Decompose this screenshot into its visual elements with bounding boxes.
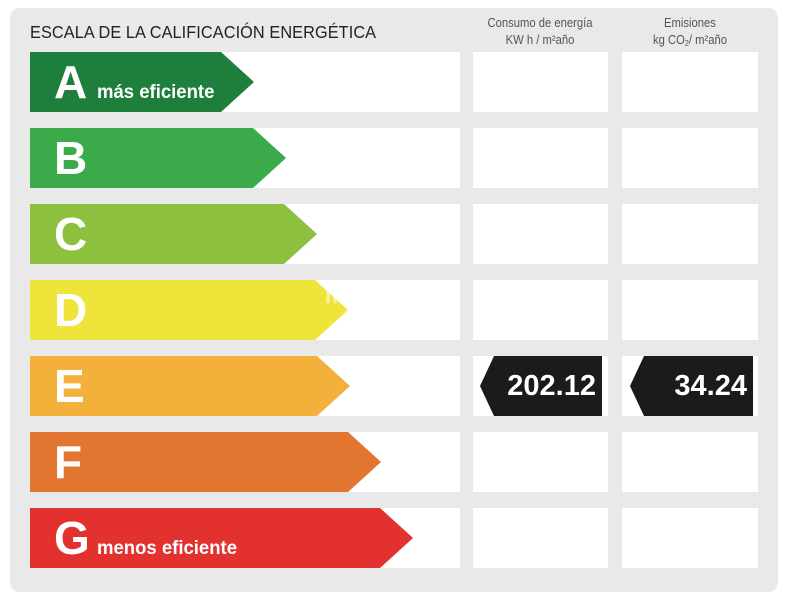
rating-letter: B: [54, 132, 88, 184]
rating-arrow-d: D: [30, 280, 348, 340]
rating-row-e: E 202.12 34.24: [0, 356, 785, 416]
consumo-cell: [473, 432, 608, 492]
rating-arrow-g: G menos eficiente: [30, 508, 413, 568]
rating-arrow-c: C: [30, 204, 317, 264]
consumo-column-header: Consumo de energía KW h / m²año: [477, 15, 603, 49]
rating-arrow-e: E: [30, 356, 350, 416]
rating-row-f: F: [0, 432, 785, 492]
consumo-header-unit: KW h / m²año: [505, 33, 575, 47]
page-title: ESCALA DE LA CALIFICACIÓN ENERGÉTICA: [30, 22, 377, 42]
rating-row-d: D: [0, 280, 785, 340]
rating-arrow-b: B: [30, 128, 286, 188]
rating-arrow-f: F: [30, 432, 381, 492]
rating-letter: D: [54, 284, 88, 336]
rating-letter: C: [54, 208, 88, 260]
consumo-cell: [473, 508, 608, 568]
rating-arrow-a: A más eficiente: [30, 52, 254, 112]
emisiones-header-unit: kg CO2/ m²año: [652, 33, 728, 48]
rating-caption: más eficiente: [97, 81, 215, 103]
consumo-cell: [473, 52, 608, 112]
emisiones-cell: [622, 280, 758, 340]
consumo-value-marker: 202.12: [480, 356, 602, 416]
emisiones-header-label: Emisiones: [664, 16, 716, 30]
rating-caption: menos eficiente: [97, 537, 238, 559]
rating-letter: A: [54, 56, 88, 108]
emisiones-column-header: Emisiones kg CO2/ m²año: [627, 15, 753, 52]
consumo-cell: [473, 204, 608, 264]
emisiones-cell: [622, 508, 758, 568]
rating-letter: E: [54, 360, 85, 412]
emisiones-cell: [622, 52, 758, 112]
consumo-header-label: Consumo de energía: [487, 16, 593, 30]
rating-row-c: C: [0, 204, 785, 264]
emisiones-cell: [622, 432, 758, 492]
watermark-logo: habitaclia: [325, 285, 427, 308]
emisiones-cell: [622, 128, 758, 188]
emisiones-value-marker: 34.24: [630, 356, 753, 416]
consumo-cell: [473, 128, 608, 188]
rating-letter: F: [54, 436, 83, 488]
emisiones-cell: [622, 204, 758, 264]
rating-row-a: A más eficiente: [0, 52, 785, 112]
consumo-cell: [473, 280, 608, 340]
rating-row-g: G menos eficiente: [0, 508, 785, 568]
rating-letter: G: [54, 512, 90, 564]
rating-row-b: B: [0, 128, 785, 188]
